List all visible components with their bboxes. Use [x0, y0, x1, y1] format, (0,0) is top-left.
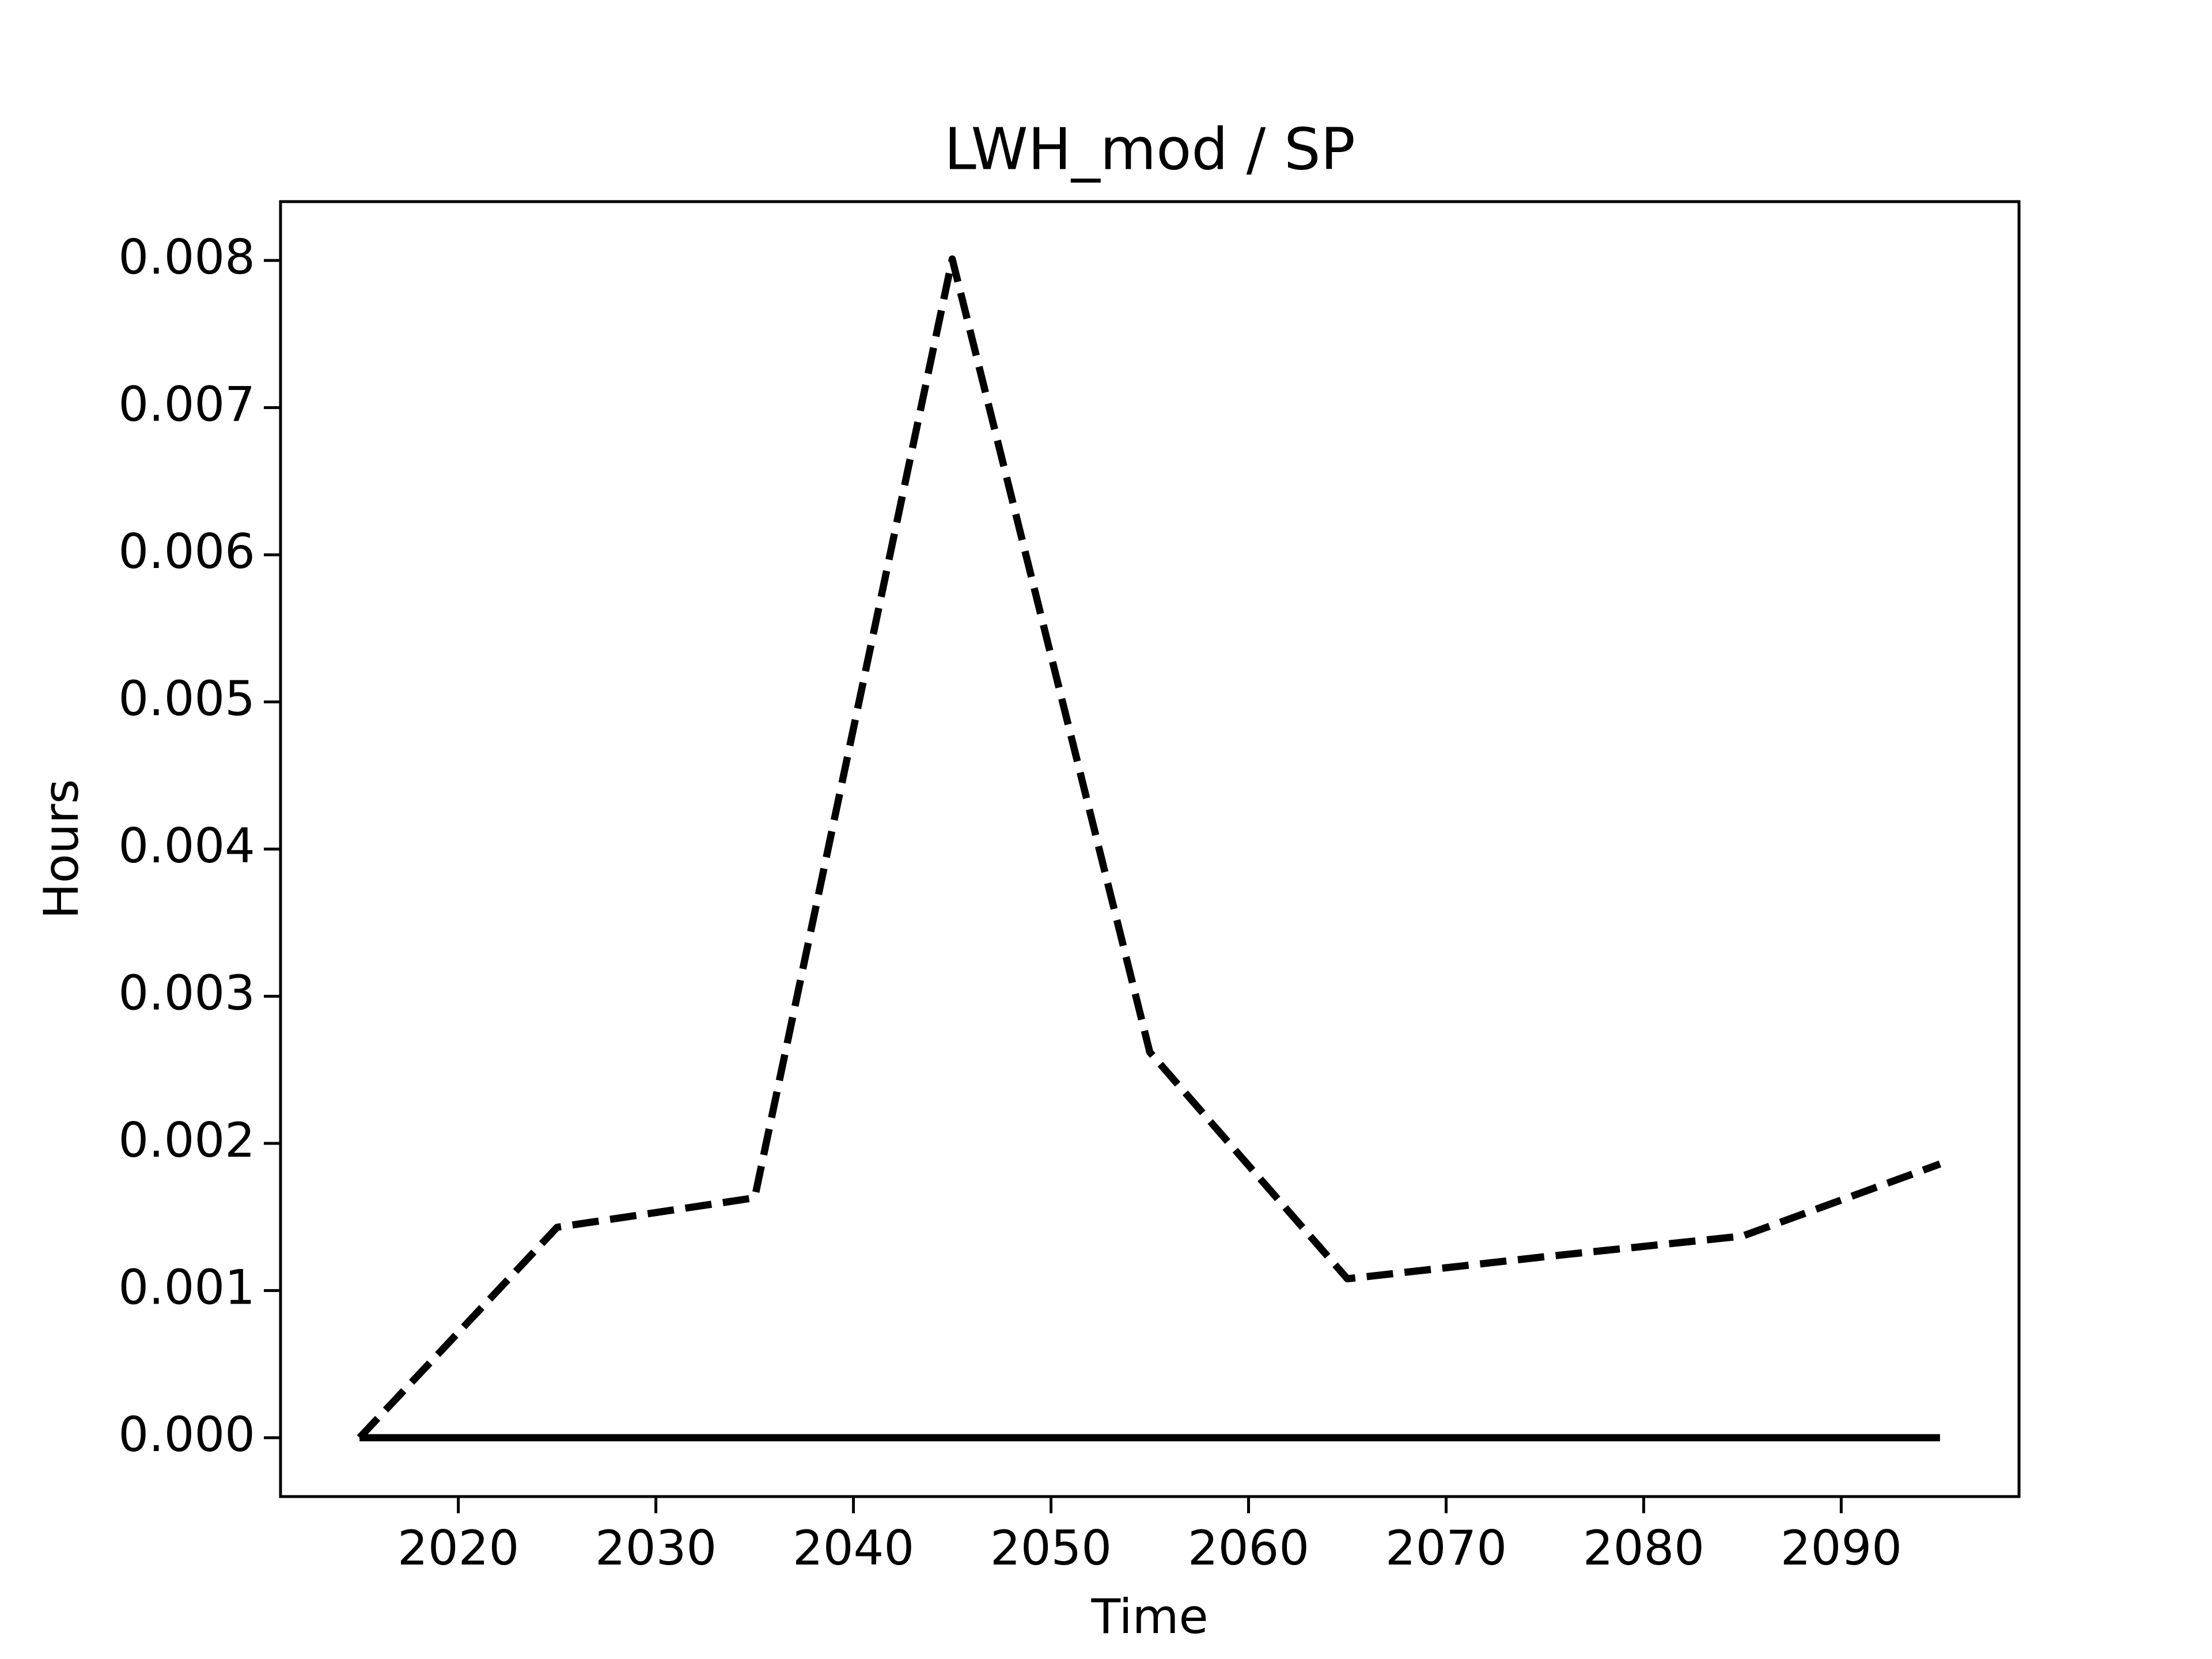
y-tick-label: 0.000 — [118, 1407, 255, 1463]
x-tick-label: 2050 — [990, 1520, 1112, 1576]
x-tick-label: 2070 — [1385, 1520, 1507, 1576]
chart-title: LWH_mod / SP — [944, 115, 1355, 183]
y-tick-label: 0.003 — [118, 965, 255, 1021]
y-tick-label: 0.006 — [118, 524, 255, 579]
x-tick-label: 2090 — [1781, 1520, 1902, 1576]
y-tick-label: 0.007 — [118, 377, 255, 433]
plot-frame — [279, 200, 2021, 1498]
x-tick-label: 2030 — [595, 1520, 717, 1576]
y-tick-label: 0.004 — [118, 818, 255, 874]
y-axis-label: Hours — [33, 779, 89, 919]
x-tick-label: 2080 — [1583, 1520, 1705, 1576]
y-tick-label: 0.008 — [118, 229, 255, 285]
x-axis-label: Time — [1090, 1589, 1208, 1645]
x-tick-label: 2020 — [397, 1520, 519, 1576]
x-tick-label: 2040 — [793, 1520, 914, 1576]
line-series — [357, 255, 1941, 1441]
y-tick-label: 0.005 — [118, 671, 255, 726]
y-tick-label: 0.001 — [118, 1259, 255, 1315]
x-tick-label: 2060 — [1188, 1520, 1309, 1576]
y-tick-label: 0.002 — [118, 1112, 255, 1168]
